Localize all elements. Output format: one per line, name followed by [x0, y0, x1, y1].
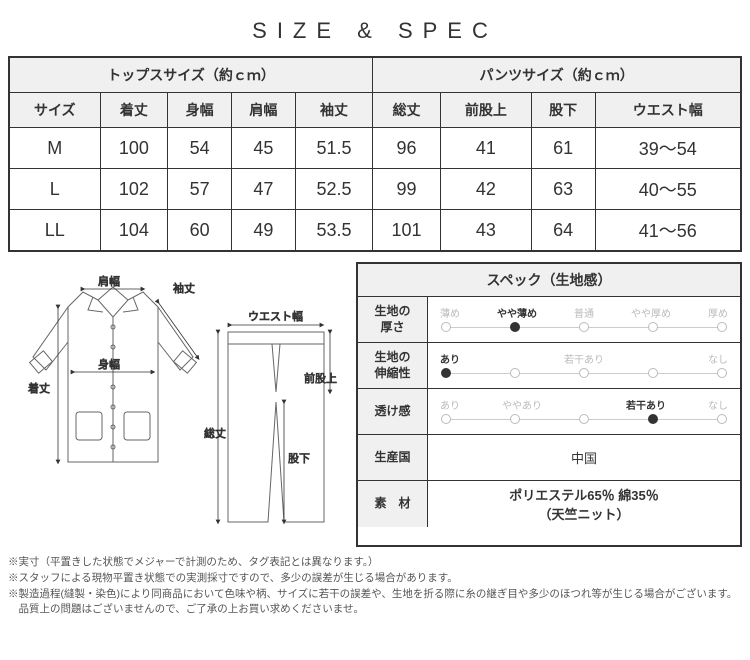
cell-mihaba: 60 [168, 210, 232, 252]
col-mihaba: 身幅 [168, 93, 232, 128]
cell-katahaba: 45 [231, 128, 295, 169]
lbl-sodetake: 袖丈 [173, 281, 195, 295]
cell-sodetake: 53.5 [295, 210, 372, 252]
cell-waist: 40～55 [595, 169, 741, 210]
column-headers: サイズ 着丈 身幅 肩幅 袖丈 総丈 前股上 股下 ウエスト幅 [9, 93, 741, 128]
cell-kitake: 100 [100, 128, 168, 169]
footnote: ※スタッフによる現物平置き状態での実測採寸ですので、多少の誤差が生じる場合があり… [8, 571, 742, 587]
cell-matashita: 63 [531, 169, 595, 210]
cell-katahaba: 49 [231, 210, 295, 252]
cell-sodetake: 52.5 [295, 169, 372, 210]
cell-maemataue: 43 [440, 210, 531, 252]
col-katahaba: 肩幅 [231, 93, 295, 128]
cell-size: L [9, 169, 100, 210]
spec-stretch-label: 生地の 伸縮性 [358, 343, 428, 388]
lbl-matashita: 股下 [288, 452, 310, 465]
spec-title: スペック（生地感） [358, 264, 740, 297]
cell-matashita: 61 [531, 128, 595, 169]
spec-material-label: 素 材 [358, 481, 428, 527]
cell-kitake: 102 [100, 169, 168, 210]
spec-material-value: ポリエステル65％ 綿35％ （天竺ニット） [428, 481, 740, 527]
lbl-waist: ウエスト幅 [248, 310, 303, 323]
cell-soutake: 99 [373, 169, 441, 210]
cell-mihaba: 54 [168, 128, 232, 169]
garment-diagram: 肩幅 袖丈 身幅 着丈 ウエスト幅 前股上 股下 総丈 [8, 262, 348, 547]
spec-thickness-label: 生地の 厚さ [358, 297, 428, 342]
table-row: LL104604953.5101436441～56 [9, 210, 741, 252]
tops-header: トップスサイズ（約ｃｍ） [9, 57, 373, 93]
page-title: SIZE & SPEC [8, 18, 742, 44]
cell-matashita: 64 [531, 210, 595, 252]
lbl-mihaba: 身幅 [98, 357, 120, 371]
stretch-scale: あり若干ありなし [432, 347, 736, 384]
col-matashita: 股下 [531, 93, 595, 128]
cell-katahaba: 47 [231, 169, 295, 210]
cell-kitake: 104 [100, 210, 168, 252]
spec-country-value: 中国 [428, 435, 740, 480]
spec-table: スペック（生地感） 生地の 厚さ 薄めやや薄め普通やや厚め厚め 生地の 伸縮性 … [356, 262, 742, 547]
table-row: L102574752.599426340～55 [9, 169, 741, 210]
sheer-scale: ありややあり若干ありなし [432, 393, 736, 430]
spec-sheer-label: 透け感 [358, 389, 428, 434]
cell-soutake: 96 [373, 128, 441, 169]
cell-sodetake: 51.5 [295, 128, 372, 169]
cell-soutake: 101 [373, 210, 441, 252]
cell-size: LL [9, 210, 100, 252]
col-sodetake: 袖丈 [295, 93, 372, 128]
size-table: トップスサイズ（約ｃｍ） パンツサイズ（約ｃｍ） サイズ 着丈 身幅 肩幅 袖丈… [8, 56, 742, 252]
cell-waist: 39～54 [595, 128, 741, 169]
lbl-maemataue: 前股上 [304, 371, 337, 385]
col-maemataue: 前股上 [440, 93, 531, 128]
lbl-kitake: 着丈 [28, 381, 50, 395]
spec-country-label: 生産国 [358, 435, 428, 480]
footnotes: ※実寸（平置きした状態でメジャーで計測のため、タグ表記とは異なります。）※スタッ… [8, 555, 742, 618]
col-kitake: 着丈 [100, 93, 168, 128]
pants-header: パンツサイズ（約ｃｍ） [373, 57, 741, 93]
cell-maemataue: 42 [440, 169, 531, 210]
table-row: M100544551.596416139～54 [9, 128, 741, 169]
footnote: ※実寸（平置きした状態でメジャーで計測のため、タグ表記とは異なります。） [8, 555, 742, 571]
thickness-scale: 薄めやや薄め普通やや厚め厚め [432, 301, 736, 338]
cell-maemataue: 41 [440, 128, 531, 169]
lbl-katahaba: 肩幅 [98, 274, 120, 288]
footnote: ※製造過程(縫製・染色)により同商品において色味や柄、サイズに若干の誤差や、生地… [8, 587, 742, 619]
lbl-soutake: 総丈 [204, 426, 226, 440]
cell-size: M [9, 128, 100, 169]
col-size: サイズ [9, 93, 100, 128]
cell-mihaba: 57 [168, 169, 232, 210]
col-waist: ウエスト幅 [595, 93, 741, 128]
col-soutake: 総丈 [373, 93, 441, 128]
cell-waist: 41～56 [595, 210, 741, 252]
